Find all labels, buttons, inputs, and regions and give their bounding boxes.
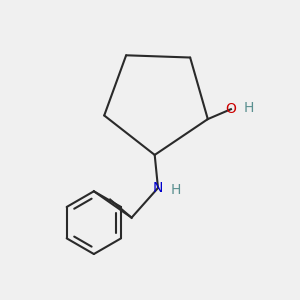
Text: N: N <box>153 181 163 195</box>
Text: H: H <box>171 183 181 196</box>
Text: O: O <box>226 102 236 116</box>
Text: H: H <box>244 100 254 115</box>
